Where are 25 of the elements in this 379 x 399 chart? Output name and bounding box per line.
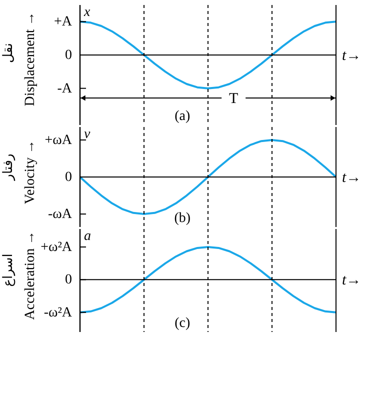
text: اسراع bbox=[1, 254, 16, 287]
y-axis-title: Velocity → bbox=[23, 140, 38, 204]
text: رفتار bbox=[1, 154, 16, 182]
text: x bbox=[83, 5, 91, 20]
text: نقل bbox=[1, 42, 16, 64]
annotation: v bbox=[84, 127, 91, 142]
text: T bbox=[229, 91, 238, 107]
annotation: (b) bbox=[174, 211, 191, 226]
text: +A bbox=[54, 14, 73, 30]
text: (c) bbox=[174, 316, 191, 331]
x-axis-title: t→ bbox=[342, 170, 362, 186]
x-axis-title: t→ bbox=[342, 272, 362, 289]
text: +ωA bbox=[44, 132, 73, 148]
text: +ω²A bbox=[40, 240, 73, 255]
text: 0 bbox=[65, 170, 72, 185]
text: -ωA bbox=[48, 207, 73, 222]
y-axis-title: Displacement → bbox=[23, 12, 38, 106]
text: -A bbox=[57, 81, 73, 96]
text: 0 bbox=[65, 48, 72, 63]
text: -ω²A bbox=[44, 305, 73, 320]
y-axis-title: Acceleration → bbox=[23, 230, 38, 320]
text: 0 bbox=[65, 272, 72, 288]
text: (a) bbox=[174, 109, 191, 124]
text: a bbox=[84, 229, 91, 244]
x-axis-title: t→ bbox=[342, 48, 362, 64]
